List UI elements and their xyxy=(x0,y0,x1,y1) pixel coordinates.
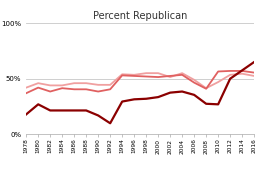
State Leg xyxy=(85,109,88,112)
State Leg xyxy=(253,61,256,63)
State Leg xyxy=(181,90,184,93)
House xyxy=(145,75,148,78)
House xyxy=(253,71,256,74)
State Leg xyxy=(241,69,244,72)
Senate xyxy=(97,84,100,86)
State Leg xyxy=(168,92,172,94)
State Leg xyxy=(61,109,64,112)
State Leg xyxy=(25,113,28,116)
State Leg xyxy=(37,103,40,105)
State Leg xyxy=(205,103,208,105)
House xyxy=(193,81,196,84)
Senate xyxy=(181,72,184,74)
Senate xyxy=(61,84,64,87)
House xyxy=(241,70,244,72)
State Leg xyxy=(157,96,160,98)
Senate xyxy=(121,73,124,75)
Senate xyxy=(133,74,136,76)
Senate xyxy=(217,81,220,83)
House xyxy=(25,92,28,94)
Senate xyxy=(241,73,244,75)
House xyxy=(168,75,172,77)
Line: Senate: Senate xyxy=(26,73,254,88)
House xyxy=(228,70,232,72)
State Leg xyxy=(109,122,112,124)
State Leg xyxy=(228,78,232,80)
Senate xyxy=(85,82,88,84)
Senate xyxy=(157,72,160,74)
House xyxy=(181,74,184,76)
State Leg xyxy=(97,114,100,117)
House xyxy=(49,90,52,93)
Senate xyxy=(205,87,208,89)
Senate xyxy=(228,74,232,76)
State Leg xyxy=(49,109,52,112)
State Leg xyxy=(73,109,76,112)
Title: Percent Republican: Percent Republican xyxy=(93,11,187,21)
State Leg xyxy=(121,100,124,103)
Senate xyxy=(73,82,76,84)
House xyxy=(97,90,100,93)
House xyxy=(37,86,40,89)
House xyxy=(205,88,208,90)
House xyxy=(217,70,220,73)
Senate xyxy=(109,84,112,86)
House xyxy=(121,74,124,77)
State Leg xyxy=(217,103,220,105)
State Leg xyxy=(133,98,136,100)
Senate xyxy=(193,79,196,81)
Senate xyxy=(145,72,148,74)
House xyxy=(85,88,88,90)
State Leg xyxy=(193,94,196,96)
Line: State Leg: State Leg xyxy=(26,62,254,123)
House xyxy=(157,76,160,78)
House xyxy=(61,87,64,89)
Senate xyxy=(168,76,172,78)
House xyxy=(133,75,136,77)
House xyxy=(73,88,76,90)
State Leg xyxy=(145,98,148,100)
Senate xyxy=(253,75,256,77)
House xyxy=(109,88,112,90)
Senate xyxy=(37,82,40,84)
Senate xyxy=(49,84,52,87)
Senate xyxy=(25,86,28,89)
Line: House: House xyxy=(26,71,254,93)
